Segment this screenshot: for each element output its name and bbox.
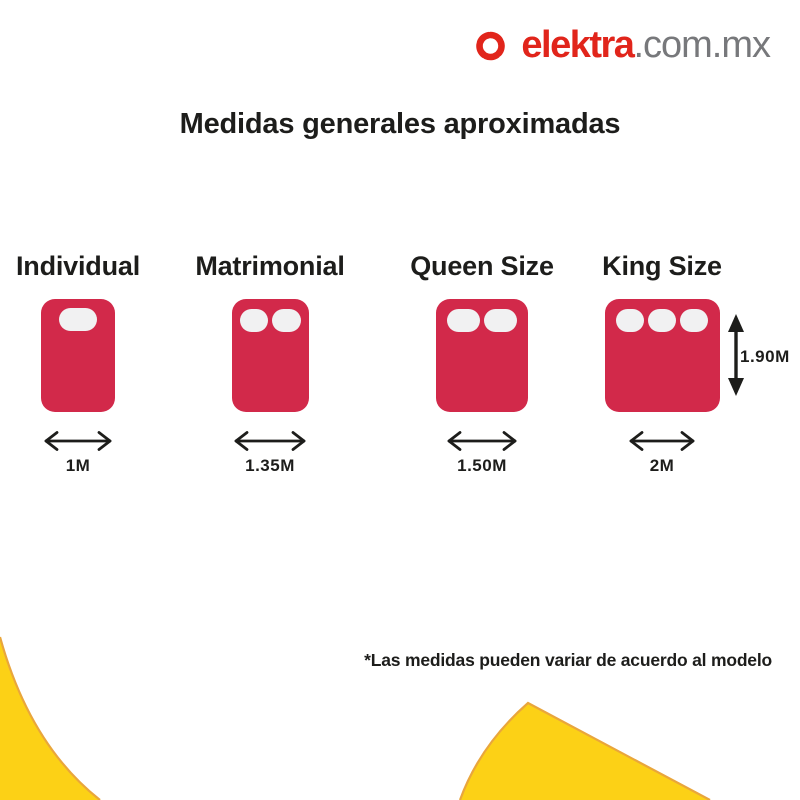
mattress-queen xyxy=(436,299,528,412)
mattress-matrimonial xyxy=(231,299,309,412)
size-label-individual: Individual xyxy=(15,251,140,281)
size-column-individual: Individual 1M xyxy=(0,250,158,476)
pillow xyxy=(447,309,480,332)
logo-brand-text: elektra xyxy=(521,24,635,66)
mattress-individual xyxy=(41,299,115,412)
width-measurement-queen: 1.50M xyxy=(457,456,507,475)
pillow xyxy=(59,308,97,331)
pillow xyxy=(647,309,677,332)
yellow-swoosh-bottom-left xyxy=(0,637,100,800)
size-label-queen: Queen Size xyxy=(410,251,554,281)
height-measurement-king: 1.90M xyxy=(740,347,790,366)
pillow xyxy=(239,309,268,332)
logo-wordmark: elektra.com.mx xyxy=(521,22,771,68)
pillow xyxy=(484,309,517,332)
width-measurement-king: 2M xyxy=(649,456,675,475)
size-column-queen: Queen Size 1.50M xyxy=(402,250,562,476)
pillow xyxy=(272,309,301,332)
logo-domain-text: .com.mx xyxy=(633,24,771,66)
size-column-king: King Size 2M xyxy=(582,250,742,476)
width-measurement-matrimonial: 1.35M xyxy=(245,456,295,475)
yellow-peak-bottom-right xyxy=(460,703,710,800)
width-arrow-icon xyxy=(629,431,695,451)
mattress-king xyxy=(604,299,720,412)
size-label-matrimonial: Matrimonial xyxy=(195,251,345,281)
height-arrow-icon xyxy=(728,314,744,396)
pillow xyxy=(615,309,644,332)
page-title: Medidas generales aproximadas xyxy=(179,108,621,140)
size-label-king: King Size xyxy=(602,251,722,281)
disclaimer-footnote: *Las medidas pueden variar de acuerdo al… xyxy=(364,650,772,670)
yellow-peak-right-edge xyxy=(458,701,711,800)
width-arrow-icon xyxy=(447,431,517,451)
pillow xyxy=(680,309,709,332)
width-arrow-icon xyxy=(234,431,306,451)
width-measurement-individual: 1M xyxy=(65,456,91,475)
size-column-matrimonial: Matrimonial 1.35M xyxy=(190,250,350,476)
elektra-swirl-icon xyxy=(476,31,506,61)
width-arrow-icon xyxy=(44,431,112,451)
yellow-swoosh-left-edge xyxy=(0,636,101,800)
elektra-logo: elektra.com.mx xyxy=(468,22,771,68)
